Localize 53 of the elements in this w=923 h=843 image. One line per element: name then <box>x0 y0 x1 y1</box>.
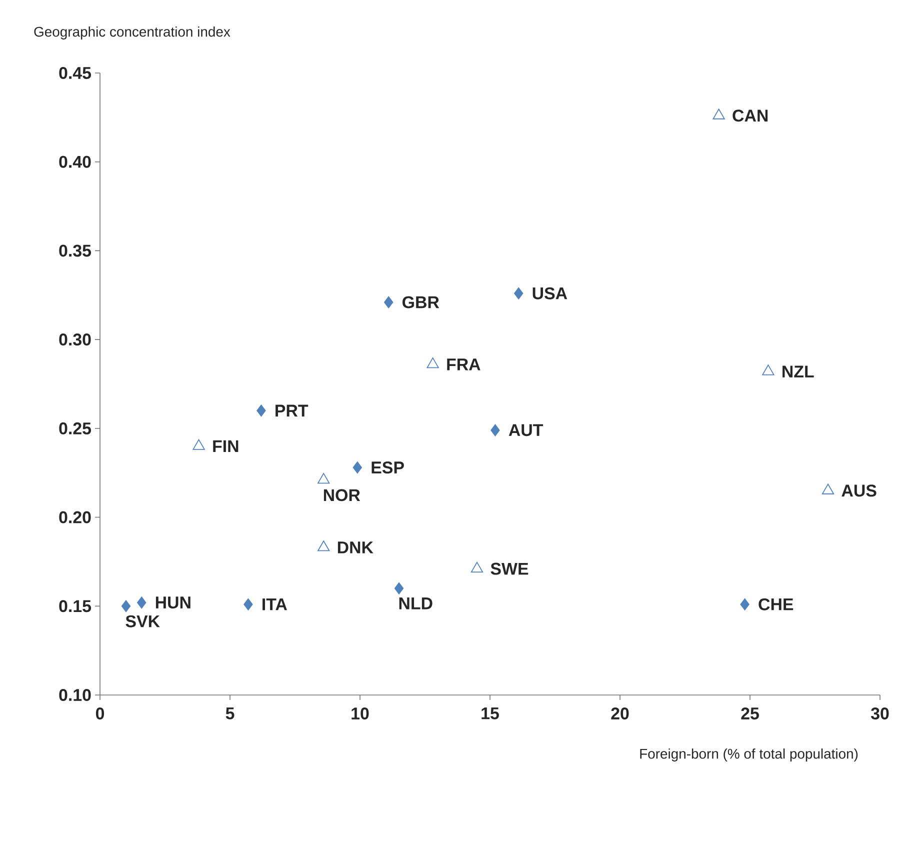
annotation: AUS <box>842 484 876 497</box>
y-tick-label: 0.10 <box>59 688 91 701</box>
point <box>470 562 484 573</box>
annotation: ESP <box>372 462 404 474</box>
x-tick-label: 25 <box>741 708 759 720</box>
point <box>514 287 524 300</box>
point <box>712 108 725 120</box>
x-tick-label: 10 <box>352 708 369 720</box>
point <box>762 364 774 376</box>
point <box>352 462 362 474</box>
annotation: NZL <box>782 366 814 378</box>
annotation: CHE <box>758 598 794 610</box>
point <box>394 582 404 594</box>
x-tick-label: 30 <box>870 708 889 720</box>
annotation: ITA <box>262 598 287 610</box>
y-tick-label: 0.15 <box>59 600 92 612</box>
y-tick-label: 0.25 <box>59 422 92 434</box>
point <box>384 296 394 308</box>
y-tick-label: 0.20 <box>59 511 91 524</box>
point <box>318 540 330 552</box>
annotation: GBR <box>402 296 440 308</box>
point <box>121 600 131 612</box>
y-axis-title: Geographic concentration index <box>34 26 230 40</box>
point <box>318 473 330 484</box>
annotation: PRT <box>276 404 308 416</box>
point <box>244 598 253 610</box>
annotation: CAN <box>732 110 768 122</box>
x-axis-title: Foreign-born (% of total population) <box>640 748 858 762</box>
point <box>822 484 834 494</box>
point <box>740 598 750 610</box>
annotation: NLD <box>399 598 432 610</box>
x-tick-label: 20 <box>611 708 629 720</box>
point <box>137 596 146 609</box>
annotation: FRA <box>447 358 480 370</box>
point <box>192 439 205 450</box>
annotation: USA <box>532 287 568 300</box>
y-tick-label: 0.45 <box>59 66 92 79</box>
annotation: NOR <box>324 489 360 502</box>
x-tick-label: 5 <box>226 708 234 720</box>
point <box>490 424 500 436</box>
point <box>426 357 439 368</box>
annotation: FIN <box>213 440 238 452</box>
annotation: SVK <box>126 615 160 628</box>
annotation: DNK <box>338 542 374 554</box>
y-tick-label: 0.30 <box>59 334 91 346</box>
x-tick-label: 15 <box>482 708 499 720</box>
annotation: AUT <box>508 424 544 436</box>
x-tick-label: 0 <box>96 708 104 720</box>
y-tick-label: 0.35 <box>59 244 92 257</box>
point <box>256 404 266 417</box>
annotation: HUN <box>156 596 190 608</box>
y-tick-label: 0.40 <box>59 156 91 168</box>
annotation: SWE <box>490 562 528 575</box>
